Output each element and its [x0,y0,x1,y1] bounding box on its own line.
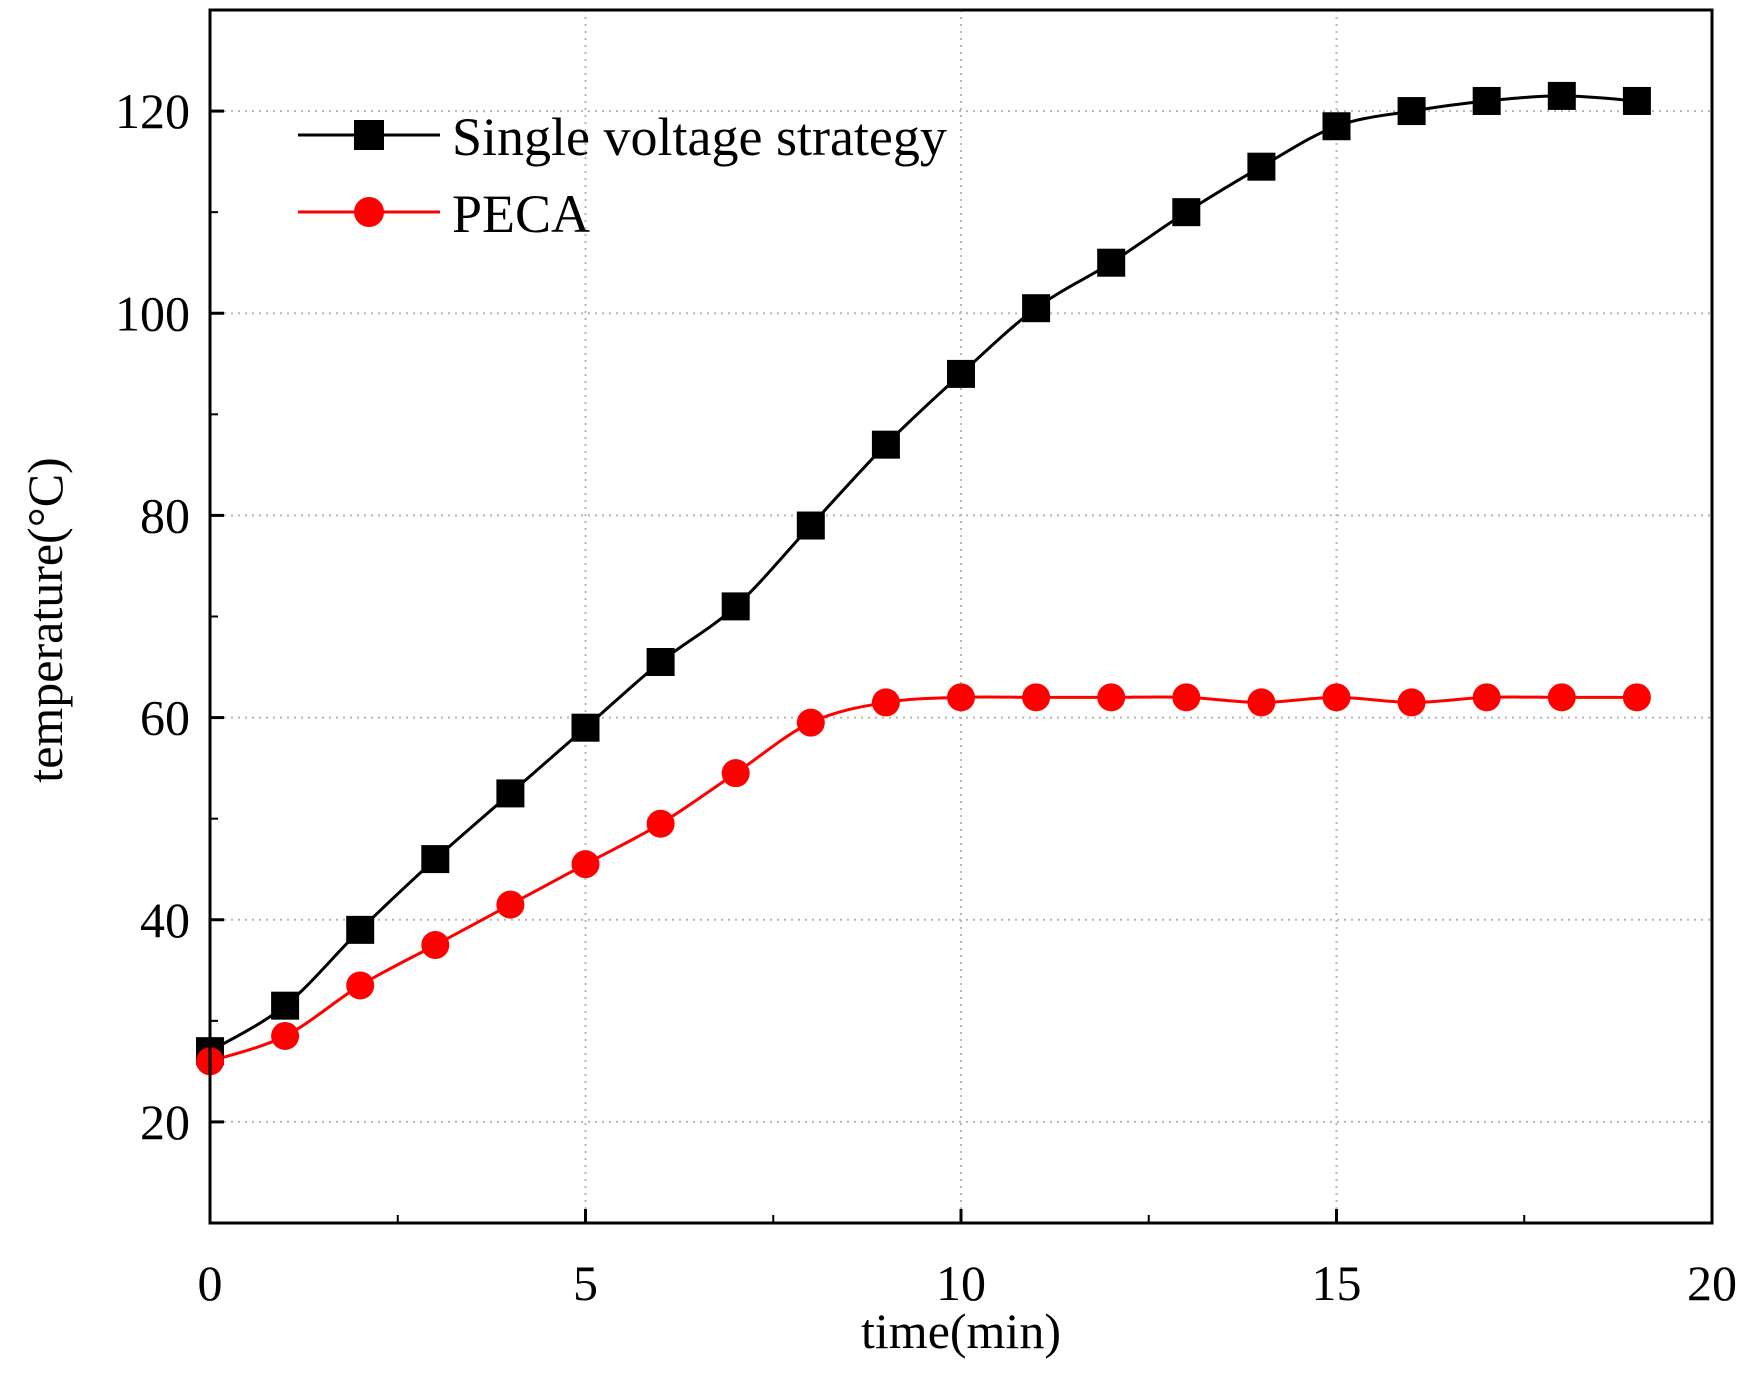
point-peca-6 [646,809,675,838]
point-single-voltage-strategy-19 [1622,86,1651,115]
point-single-voltage-strategy-17 [1472,86,1501,115]
point-single-voltage-strategy-12 [1097,248,1126,277]
legend-marker-square [354,120,384,150]
point-peca-19 [1622,683,1651,712]
point-single-voltage-strategy-4 [496,779,525,808]
point-peca-10 [947,683,975,712]
legend: Single voltage strategy PECA [298,107,947,244]
point-peca-17 [1472,683,1501,712]
point-peca-4 [496,890,525,919]
point-single-voltage-strategy-2 [346,915,375,944]
point-single-voltage-strategy-13 [1172,198,1201,227]
x-tick-label-20: 20 [1687,1255,1737,1311]
point-single-voltage-strategy-16 [1397,97,1426,126]
y-tick-label-60: 60 [140,690,190,746]
series-markers [196,81,1651,1076]
point-single-voltage-strategy-3 [421,845,450,874]
axis-ticks [208,9,1714,1224]
y-tick-label-120: 120 [115,83,190,139]
point-peca-11 [1022,683,1051,712]
y-tick-label-80: 80 [140,487,190,543]
point-peca-13 [1172,683,1201,712]
point-single-voltage-strategy-5 [571,713,600,742]
tick-labels: 0 5 10 15 20 20 40 60 80 100 120 [115,83,1737,1311]
point-peca-18 [1547,683,1576,712]
y-tick-label-100: 100 [115,285,190,341]
point-peca-9 [871,688,900,717]
point-single-voltage-strategy-8 [796,511,825,540]
y-tick-label-20: 20 [140,1094,190,1150]
legend-label-single-voltage: Single voltage strategy [452,107,947,167]
point-peca-8 [796,708,825,737]
point-single-voltage-strategy-14 [1247,152,1276,181]
plot-background [210,10,1712,1223]
point-single-voltage-strategy-6 [646,647,675,676]
point-single-voltage-strategy-9 [871,430,900,459]
point-peca-5 [571,850,600,879]
point-peca-15 [1322,683,1351,712]
y-tick-label-40: 40 [140,892,190,948]
point-peca-1 [271,1021,300,1050]
point-peca-7 [721,759,750,788]
point-single-voltage-strategy-18 [1547,81,1576,110]
y-axis-title: temperature(°C) [17,457,73,782]
point-single-voltage-strategy-10 [947,359,975,388]
legend-marker-circle [354,197,384,227]
x-tick-label-15: 15 [1312,1255,1362,1311]
point-single-voltage-strategy-11 [1022,294,1051,323]
x-tick-label-5: 5 [573,1255,598,1311]
point-peca-2 [346,971,375,1000]
point-single-voltage-strategy-7 [721,592,750,621]
x-axis-title: time(min) [861,1303,1061,1359]
point-single-voltage-strategy-15 [1322,112,1351,141]
point-single-voltage-strategy-1 [271,991,300,1020]
x-tick-label-10: 10 [936,1255,986,1311]
point-peca-16 [1397,688,1426,717]
x-tick-label-0: 0 [198,1255,223,1311]
point-peca-14 [1247,688,1276,717]
point-peca-3 [421,931,450,960]
legend-label-peca: PECA [452,184,590,244]
point-peca-12 [1097,683,1126,712]
